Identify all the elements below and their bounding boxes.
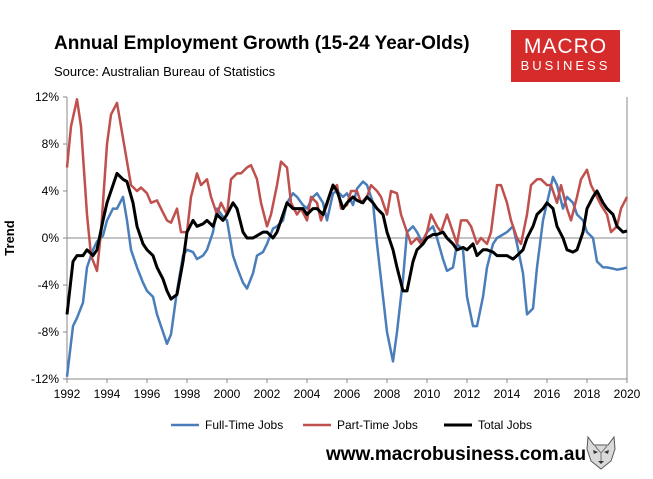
logo-line-1: MACRO [523,35,608,58]
x-tick-label: 2006 [334,387,361,401]
legend-label-total-jobs: Total Jobs [478,418,532,432]
y-tick-label: 8% [42,137,60,151]
chart-axes: 12% 8% 4% 0% -4% -8% -12%1992 1994 1996 1998 2000 2… [2,90,641,401]
macrobusiness-logo[interactable]: MACRO BUSINESS [511,30,620,82]
y-tick-label: -8% [38,325,60,339]
logo-line-2: BUSINESS [520,58,611,73]
x-tick-label: 1998 [174,387,201,401]
series-line-part-time-jobs [65,98,629,273]
y-tick-label: -4% [38,278,60,292]
x-tick-label: 2012 [454,387,481,401]
x-tick-label: 2010 [414,387,441,401]
chart-source: Source: Australian Bureau of Statistics [54,64,276,79]
y-tick-label: 0% [42,231,60,245]
chart-series [65,98,629,377]
x-tick-label: 2016 [534,387,561,401]
chart-title: Annual Employment Growth (15-24 Year-Old… [54,33,470,54]
x-tick-label: 2000 [214,387,241,401]
series-line-total-jobs [65,171,628,315]
wolf-icon [586,435,616,470]
x-tick-label: 2002 [254,387,281,401]
y-tick-label: 12% [35,90,59,104]
x-tick-label: 2014 [494,387,521,401]
x-tick-label: 1996 [134,387,161,401]
x-tick-label: 2018 [574,387,601,401]
website-url[interactable]: www.macrobusiness.com.au [326,444,587,465]
legend-label-part-time-jobs: Part-Time Jobs [337,418,418,432]
x-tick-label: 1994 [94,387,121,401]
x-tick-label: 2008 [374,387,401,401]
series-line-full-time-jobs [65,175,628,377]
line-chart: 12% 8% 4% 0% -4% -8% -12%1992 1994 1996 1998 2000 2… [2,90,641,432]
x-tick-label: 1992 [54,387,81,401]
legend-label-full-time-jobs: Full-Time Jobs [205,418,283,432]
y-tick-label: 4% [42,184,60,198]
chart-legend: Full-Time Jobs Part-Time Jobs Total Jobs [171,418,532,432]
x-tick-label: 2020 [614,387,641,401]
y-axis-label: Trend [2,220,17,255]
x-tick-label: 2004 [294,387,321,401]
y-tick-label: -12% [31,372,59,386]
